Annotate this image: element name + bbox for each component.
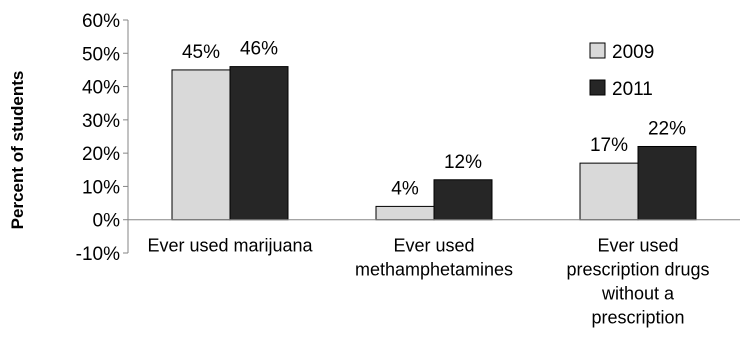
- data-label-2011-1: 12%: [444, 152, 482, 173]
- category-label: methamphetamines: [355, 260, 513, 280]
- y-tick-label: 50%: [82, 44, 120, 65]
- y-tick-label: 40%: [82, 78, 120, 99]
- bar-2009-0: [171, 69, 231, 221]
- data-labels: 45% 46% 4% 12% 17% 22%: [182, 39, 686, 200]
- legend: 2009 2011: [589, 42, 654, 100]
- bar-2009-1: [375, 205, 435, 221]
- y-tick-label: 20%: [82, 144, 120, 165]
- y-tick-label: 30%: [82, 111, 120, 132]
- legend-swatch-2011: [589, 79, 606, 96]
- bars: [171, 66, 697, 221]
- y-axis: 60% 50% 40% 30% 20% 10% 0% -10%: [76, 11, 129, 265]
- data-label-2009-2: 17%: [590, 135, 628, 156]
- legend-label-2009: 2009: [612, 42, 654, 63]
- category-labels: Ever used marijuana Ever used methamphetam…: [147, 236, 709, 328]
- category-label: Ever used: [597, 236, 678, 256]
- category-label: without a: [601, 284, 675, 304]
- y-axis-label: Percent of students: [8, 71, 27, 230]
- y-tick-label: 10%: [82, 177, 120, 198]
- category-label: prescription drugs: [566, 260, 709, 280]
- data-label-2009-0: 45%: [182, 42, 220, 63]
- data-label-2011-0: 46%: [240, 39, 278, 60]
- bar-2011-0: [229, 66, 289, 221]
- category-label: prescription: [591, 308, 684, 328]
- bar-2009-2: [579, 162, 639, 221]
- bar-2011-2: [637, 145, 697, 221]
- legend-swatch-2009: [589, 42, 606, 59]
- y-tick-label: 0%: [93, 211, 121, 232]
- category-label: Ever used marijuana: [147, 236, 313, 256]
- category-label: Ever used: [393, 236, 474, 256]
- data-label-2009-1: 4%: [391, 178, 419, 199]
- data-label-2011-2: 22%: [648, 118, 686, 139]
- y-tick-label: 60%: [82, 11, 120, 32]
- legend-label-2011: 2011: [612, 79, 653, 100]
- y-tick-label: -10%: [76, 244, 120, 265]
- bar-2011-1: [433, 179, 493, 221]
